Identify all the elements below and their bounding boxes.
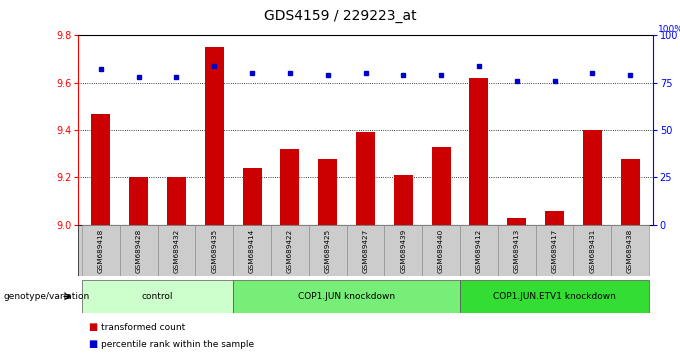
Bar [356, 132, 375, 225]
Bar [82, 280, 233, 313]
Bar [195, 225, 233, 276]
Text: control: control [142, 292, 173, 301]
Text: GSM689418: GSM689418 [98, 228, 104, 273]
Text: GSM689435: GSM689435 [211, 228, 218, 273]
Bar [469, 78, 488, 225]
Bar [205, 47, 224, 225]
Bar [271, 225, 309, 276]
Text: GSM689431: GSM689431 [590, 228, 595, 273]
Text: GSM689439: GSM689439 [401, 228, 407, 273]
Bar [621, 159, 640, 225]
Text: COP1.JUN knockdown: COP1.JUN knockdown [298, 292, 395, 301]
Text: genotype/variation: genotype/variation [3, 292, 90, 301]
Bar [347, 225, 384, 276]
Text: GSM689427: GSM689427 [362, 228, 369, 273]
Bar [280, 149, 299, 225]
Text: GSM689432: GSM689432 [173, 228, 180, 273]
Bar [498, 225, 536, 276]
Bar [422, 225, 460, 276]
Bar [233, 225, 271, 276]
Text: GSM689413: GSM689413 [513, 228, 520, 273]
Text: GSM689422: GSM689422 [287, 228, 293, 273]
Text: GSM689438: GSM689438 [627, 228, 633, 273]
Bar [167, 177, 186, 225]
Bar [233, 280, 460, 313]
Bar [158, 225, 195, 276]
Bar [536, 225, 573, 276]
Bar [243, 168, 262, 225]
Text: percentile rank within the sample: percentile rank within the sample [101, 339, 254, 349]
Bar [460, 280, 649, 313]
Bar [573, 225, 611, 276]
Bar [583, 130, 602, 225]
Bar [309, 225, 347, 276]
Bar [432, 147, 451, 225]
Bar [82, 225, 120, 276]
Bar [611, 225, 649, 276]
Bar [545, 211, 564, 225]
Text: GSM689412: GSM689412 [476, 228, 482, 273]
Text: ■: ■ [88, 339, 98, 349]
Bar [460, 225, 498, 276]
Text: GSM689417: GSM689417 [551, 228, 558, 273]
Text: transformed count: transformed count [101, 323, 185, 332]
Text: GSM689428: GSM689428 [136, 228, 141, 273]
Text: COP1.JUN.ETV1 knockdown: COP1.JUN.ETV1 knockdown [493, 292, 616, 301]
Text: 100%: 100% [658, 25, 680, 34]
Bar [394, 175, 413, 225]
Bar [91, 114, 110, 225]
Bar [384, 225, 422, 276]
Text: ■: ■ [88, 322, 98, 332]
Bar [120, 225, 158, 276]
Text: GSM689425: GSM689425 [324, 228, 330, 273]
Text: GDS4159 / 229223_at: GDS4159 / 229223_at [264, 9, 416, 23]
Bar [318, 159, 337, 225]
Text: GSM689414: GSM689414 [249, 228, 255, 273]
Text: GSM689440: GSM689440 [438, 228, 444, 273]
Bar [507, 218, 526, 225]
Bar [129, 177, 148, 225]
